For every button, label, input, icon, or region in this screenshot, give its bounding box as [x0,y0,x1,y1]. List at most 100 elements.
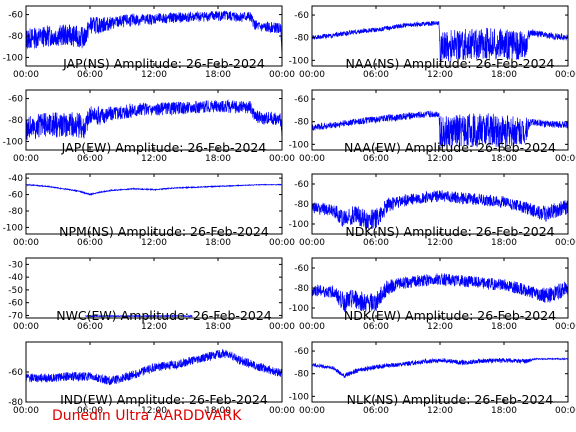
y-tick-label: -80 [8,32,23,42]
x-tick-label: 06:00 [363,70,389,80]
data-trace [85,314,193,318]
x-tick-label: 00:00 [555,154,576,164]
x-tick-label: 18:00 [491,238,517,248]
x-tick-label: 00:00 [299,154,325,164]
y-tick-label: -80 [294,34,309,44]
data-trace [312,273,568,313]
x-tick-label: 00:00 [13,322,39,332]
y-tick-label: -30 [8,260,23,270]
x-tick-label: 00:00 [555,322,576,332]
data-trace [312,190,568,230]
y-tick-label: -40 [8,174,23,184]
x-tick-label: 12:00 [427,406,453,416]
y-tick-label: -100 [289,304,310,314]
data-trace [312,20,568,63]
x-tick-label: 06:00 [77,70,103,80]
x-tick-label: 06:00 [77,322,103,332]
y-tick-label: -70 [8,311,23,321]
footer-credit: Dunedin Ultra AARDDVARK [52,408,242,424]
x-tick-label: 00:00 [269,154,295,164]
y-tick-label: -60 [294,347,309,357]
y-tick-label: -80 [294,370,309,380]
y-tick-label: -100 [289,56,310,66]
y-tick-label: -50 [8,286,23,296]
chart-panel-7: -70 -60 -50 -40 -30 00:00 06:00 12:00 18:00 00:00… [8,257,295,332]
x-tick-label: 00:00 [13,406,39,416]
chart-panel-2: -100-80-6000:0006:0012:0018:0000:00NAA(N… [289,5,576,80]
x-tick-label: 00:00 [299,322,325,332]
x-tick-label: 12:00 [141,154,167,164]
y-tick-label: -100 [3,53,24,63]
chart-panel-6: -100-80-6000:0006:0012:0018:0000:00NDK(N… [289,173,576,248]
x-tick-label: 00:00 [299,238,325,248]
panel-title: NWC(EW) Amplitude: 26-Feb-2024 [56,308,272,323]
x-tick-label: 06:00 [363,154,389,164]
x-tick-label: 06:00 [363,322,389,332]
y-tick-label: -60 [8,11,23,21]
panel-title: NDK(EW) Amplitude: 26-Feb-2024 [344,308,556,323]
x-tick-label: 18:00 [205,406,231,416]
data-trace [26,10,282,53]
panel-title: NLK(NS) Amplitude: 26-Feb-2024 [347,392,554,407]
y-tick-label: -100 [289,392,310,402]
x-tick-label: 12:00 [427,238,453,248]
x-tick-label: 00:00 [269,70,295,80]
panel-title: NAA(NS) Amplitude: 26-Feb-2024 [346,56,555,71]
y-tick-label: -40 [8,273,23,283]
x-tick-label: 18:00 [491,406,517,416]
x-tick-label: 00:00 [269,406,295,416]
x-tick-label: 00:00 [269,238,295,248]
x-tick-label: 00:00 [13,154,39,164]
x-tick-label: 12:00 [141,70,167,80]
data-trace [312,357,568,379]
chart-panel-8: -100-80-6000:0006:0012:0018:0000:00NDK(E… [289,257,576,332]
x-tick-label: 18:00 [491,322,517,332]
x-tick-label: 06:00 [363,406,389,416]
x-tick-label: 12:00 [427,154,453,164]
y-tick-label: -60 [294,11,309,21]
x-tick-label: 00:00 [269,322,295,332]
y-tick-label: -60 [8,368,23,378]
panel-title: NPM(NS) Amplitude: 26-Feb-2024 [59,224,269,239]
x-tick-label: 18:00 [205,322,231,332]
y-tick-label: -60 [294,95,309,105]
chart-panel-4: -100-80-6000:0006:0012:0018:0000:00NAA(E… [289,89,576,164]
x-tick-label: 12:00 [141,406,167,416]
x-tick-label: 06:00 [77,406,103,416]
y-tick-label: -60 [294,264,309,274]
y-tick-label: -80 [294,284,309,294]
panel-title: IND(EW) Amplitude: 26-Feb-2024 [60,392,268,407]
y-tick-label: -60 [8,191,23,201]
x-tick-label: 12:00 [427,322,453,332]
x-tick-label: 12:00 [427,70,453,80]
x-tick-label: 00:00 [299,406,325,416]
y-tick-label: -60 [8,95,23,105]
y-tick-label: -100 [289,220,310,230]
data-trace [26,183,282,196]
x-tick-label: 06:00 [363,238,389,248]
x-tick-label: 18:00 [491,70,517,80]
x-tick-label: 06:00 [77,238,103,248]
x-tick-label: 00:00 [555,406,576,416]
x-tick-label: 18:00 [205,70,231,80]
x-tick-label: 00:00 [299,70,325,80]
x-tick-label: 12:00 [141,322,167,332]
x-tick-label: 00:00 [13,238,39,248]
y-tick-label: -80 [294,118,309,128]
x-tick-label: 00:00 [13,70,39,80]
panel-title: NDK(NS) Amplitude: 26-Feb-2024 [345,224,554,239]
x-tick-label: 00:00 [555,238,576,248]
x-tick-label: 00:00 [555,70,576,80]
x-tick-label: 18:00 [205,238,231,248]
panel-title: JAP(EW) Amplitude: 26-Feb-2024 [61,140,267,155]
y-tick-label: -80 [8,116,23,126]
y-tick-label: -80 [8,207,23,217]
y-tick-label: -100 [3,223,24,233]
panel-title: NAA(EW) Amplitude: 26-Feb-2024 [344,140,556,155]
y-tick-label: -60 [8,299,23,309]
y-tick-label: -100 [3,137,24,147]
